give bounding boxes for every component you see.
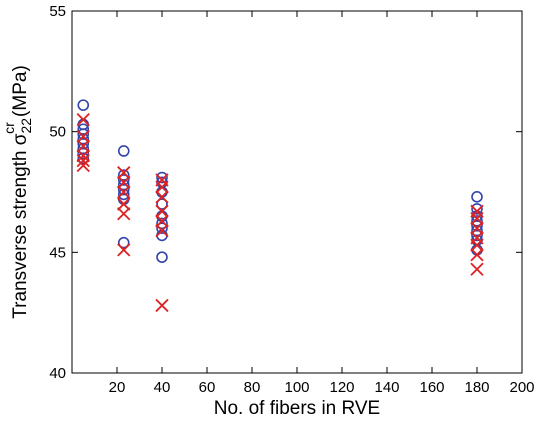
- data-point-x: [117, 243, 131, 257]
- x-axis-label: No. of fibers in RVE: [214, 398, 381, 419]
- data-point-circle: [471, 229, 483, 242]
- data-point-x: [155, 223, 169, 238]
- x-tick-label: 20: [109, 379, 126, 396]
- data-point-x: [155, 298, 169, 313]
- data-point-x: [470, 238, 484, 252]
- data-point-x: [76, 153, 90, 168]
- series-1-x: [76, 112, 484, 313]
- data-point-circle: [117, 145, 130, 157]
- data-point-x: [470, 211, 484, 226]
- data-point-x: [76, 149, 90, 163]
- y-axis-label-prefix: Transverse strength: [10, 145, 31, 319]
- x-tick-label: 140: [374, 379, 399, 396]
- data-point-circle: [471, 191, 483, 203]
- data-point-circle: [77, 152, 90, 165]
- data-marks: [76, 99, 484, 313]
- data-point-x: [117, 175, 131, 189]
- y-tick-label: 45: [49, 244, 66, 261]
- y-tick-label: 50: [49, 124, 66, 141]
- data-point-circle: [156, 229, 168, 242]
- x-tick-label: 180: [464, 379, 489, 396]
- y-axis-label: Transverse strength σ22cr (MPa): [1, 65, 34, 319]
- x-tick-label: 40: [154, 379, 171, 396]
- data-point-circle: [156, 171, 168, 184]
- data-point-circle: [471, 203, 483, 215]
- plot-frame: [71, 10, 523, 374]
- data-point-x: [117, 197, 131, 211]
- data-point-circle: [117, 236, 130, 249]
- data-point-x: [155, 180, 169, 194]
- data-point-x: [470, 248, 484, 262]
- x-tick-label: 60: [199, 379, 216, 396]
- data-point-circle: [77, 147, 90, 160]
- data-point-circle: [117, 188, 130, 201]
- x-tick-label: 100: [284, 379, 309, 396]
- data-point-circle: [156, 186, 168, 198]
- data-point-circle: [471, 244, 483, 256]
- y-axis-label-subscript: 22: [18, 118, 34, 134]
- data-point-circle: [156, 251, 168, 263]
- axis-ticks: 20 40 60 80 100 120 140 160 180 200 40 45 50 55: [49, 3, 534, 396]
- data-point-x: [76, 129, 90, 144]
- data-point-x: [117, 166, 131, 180]
- data-point-circle: [77, 99, 90, 111]
- data-point-x: [470, 262, 484, 276]
- data-point-x: [76, 158, 90, 173]
- x-tick-label: 160: [419, 379, 444, 396]
- y-axis-label-symbol: σ: [10, 133, 31, 145]
- x-tick-label: 200: [509, 379, 534, 396]
- y-tick-label: 55: [49, 3, 66, 20]
- data-point-circle: [156, 198, 168, 210]
- data-point-x: [155, 214, 169, 228]
- y-tick-label: 40: [49, 365, 66, 382]
- series-0-circle: [77, 99, 483, 263]
- data-point-x: [76, 139, 90, 153]
- data-point-x: [470, 221, 484, 235]
- data-point-x: [117, 185, 131, 199]
- data-point-x: [155, 204, 169, 218]
- data-point-circle: [156, 222, 168, 234]
- y-axis-label-suffix: (MPa): [10, 65, 31, 122]
- data-point-x: [155, 190, 169, 204]
- x-tick-label: 120: [329, 379, 354, 396]
- y-axis-label-superscript: cr: [1, 122, 17, 134]
- data-point-x: [117, 207, 131, 221]
- data-point-x: [76, 112, 90, 127]
- data-point-circle: [156, 217, 168, 230]
- x-tick-label: 80: [244, 379, 261, 396]
